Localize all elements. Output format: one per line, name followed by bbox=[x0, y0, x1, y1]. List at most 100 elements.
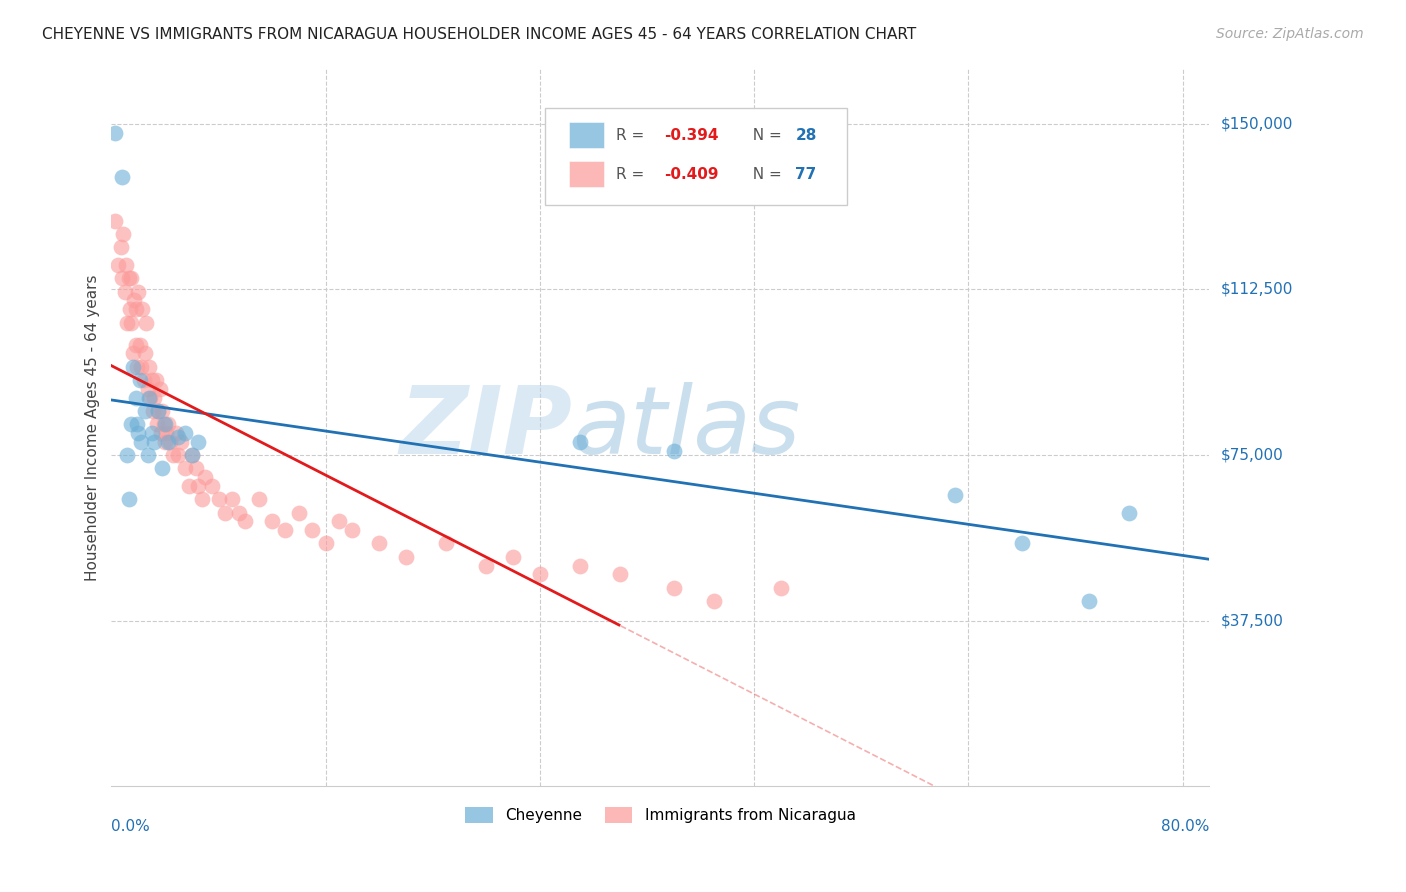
Point bbox=[115, 258, 138, 272]
Point bbox=[121, 359, 143, 374]
Point bbox=[247, 492, 270, 507]
Point bbox=[1077, 594, 1099, 608]
Point bbox=[136, 448, 159, 462]
Point bbox=[475, 558, 498, 573]
Point bbox=[124, 337, 146, 351]
Point bbox=[769, 581, 792, 595]
Point bbox=[134, 404, 156, 418]
Point bbox=[138, 359, 160, 374]
Point bbox=[1011, 536, 1033, 550]
Point bbox=[165, 425, 187, 440]
Text: N =: N = bbox=[742, 167, 786, 182]
Point bbox=[184, 461, 207, 475]
Y-axis label: Householder Income Ages 45 - 64 years: Householder Income Ages 45 - 64 years bbox=[86, 274, 100, 581]
Point bbox=[122, 293, 145, 308]
Point bbox=[117, 316, 139, 330]
Point bbox=[125, 359, 148, 374]
Text: -0.409: -0.409 bbox=[664, 167, 718, 182]
Text: R =: R = bbox=[616, 167, 650, 182]
Point bbox=[129, 359, 152, 374]
Point bbox=[191, 492, 214, 507]
Text: 28: 28 bbox=[796, 128, 817, 143]
Point bbox=[134, 346, 156, 360]
Point bbox=[129, 434, 152, 449]
Point bbox=[174, 425, 197, 440]
Point bbox=[131, 302, 153, 317]
Point bbox=[221, 492, 243, 507]
Point bbox=[156, 417, 179, 432]
Point bbox=[529, 567, 551, 582]
Point bbox=[153, 417, 176, 432]
Point bbox=[187, 479, 209, 493]
Text: 77: 77 bbox=[796, 167, 817, 182]
Point bbox=[139, 391, 162, 405]
Point bbox=[288, 506, 311, 520]
Point bbox=[110, 240, 132, 254]
Point bbox=[214, 506, 236, 520]
Point bbox=[174, 461, 197, 475]
Text: CHEYENNE VS IMMIGRANTS FROM NICARAGUA HOUSEHOLDER INCOME AGES 45 - 64 YEARS CORR: CHEYENNE VS IMMIGRANTS FROM NICARAGUA HO… bbox=[42, 27, 917, 42]
Point bbox=[114, 285, 136, 299]
Point bbox=[136, 382, 159, 396]
Point bbox=[342, 523, 364, 537]
Text: $75,000: $75,000 bbox=[1220, 448, 1284, 463]
FancyBboxPatch shape bbox=[569, 161, 605, 187]
Point bbox=[1118, 506, 1140, 520]
Point bbox=[124, 302, 146, 317]
Point bbox=[301, 523, 323, 537]
Point bbox=[180, 448, 202, 462]
Point bbox=[150, 404, 173, 418]
Point bbox=[141, 373, 163, 387]
Point bbox=[125, 417, 148, 432]
Text: $150,000: $150,000 bbox=[1220, 116, 1292, 131]
Point bbox=[233, 515, 256, 529]
Point bbox=[112, 227, 135, 242]
Point bbox=[124, 391, 146, 405]
Point bbox=[118, 492, 141, 507]
Text: $37,500: $37,500 bbox=[1220, 614, 1284, 628]
Point bbox=[180, 448, 202, 462]
Text: atlas: atlas bbox=[572, 382, 801, 473]
Point bbox=[155, 425, 177, 440]
Point bbox=[121, 417, 143, 432]
Point bbox=[170, 434, 193, 449]
Point bbox=[167, 430, 190, 444]
Point bbox=[328, 515, 350, 529]
Point bbox=[148, 404, 170, 418]
Point bbox=[148, 404, 170, 418]
Point bbox=[120, 302, 142, 317]
Point bbox=[149, 425, 172, 440]
Point bbox=[228, 506, 250, 520]
Text: -0.394: -0.394 bbox=[664, 128, 718, 143]
Legend: Cheyenne, Immigrants from Nicaragua: Cheyenne, Immigrants from Nicaragua bbox=[460, 801, 862, 829]
Point bbox=[156, 434, 179, 449]
Point bbox=[121, 316, 143, 330]
FancyBboxPatch shape bbox=[546, 108, 846, 205]
Point bbox=[121, 271, 143, 285]
Point bbox=[662, 443, 685, 458]
Point bbox=[569, 558, 592, 573]
Point bbox=[142, 404, 165, 418]
Text: Source: ZipAtlas.com: Source: ZipAtlas.com bbox=[1216, 27, 1364, 41]
Point bbox=[143, 434, 166, 449]
Point bbox=[143, 391, 166, 405]
Point bbox=[159, 434, 181, 449]
Point bbox=[395, 549, 418, 564]
Point bbox=[194, 470, 217, 484]
Point bbox=[569, 434, 592, 449]
Point bbox=[152, 417, 174, 432]
Point bbox=[135, 316, 157, 330]
Point bbox=[111, 169, 134, 184]
Point bbox=[107, 258, 129, 272]
Point bbox=[662, 581, 685, 595]
Point bbox=[177, 479, 200, 493]
Point bbox=[149, 382, 172, 396]
Point bbox=[128, 337, 150, 351]
Point bbox=[315, 536, 337, 550]
Point bbox=[207, 492, 229, 507]
Point bbox=[146, 417, 169, 432]
Point bbox=[128, 373, 150, 387]
Point bbox=[145, 373, 167, 387]
Point bbox=[162, 448, 184, 462]
Text: 80.0%: 80.0% bbox=[1161, 819, 1209, 834]
